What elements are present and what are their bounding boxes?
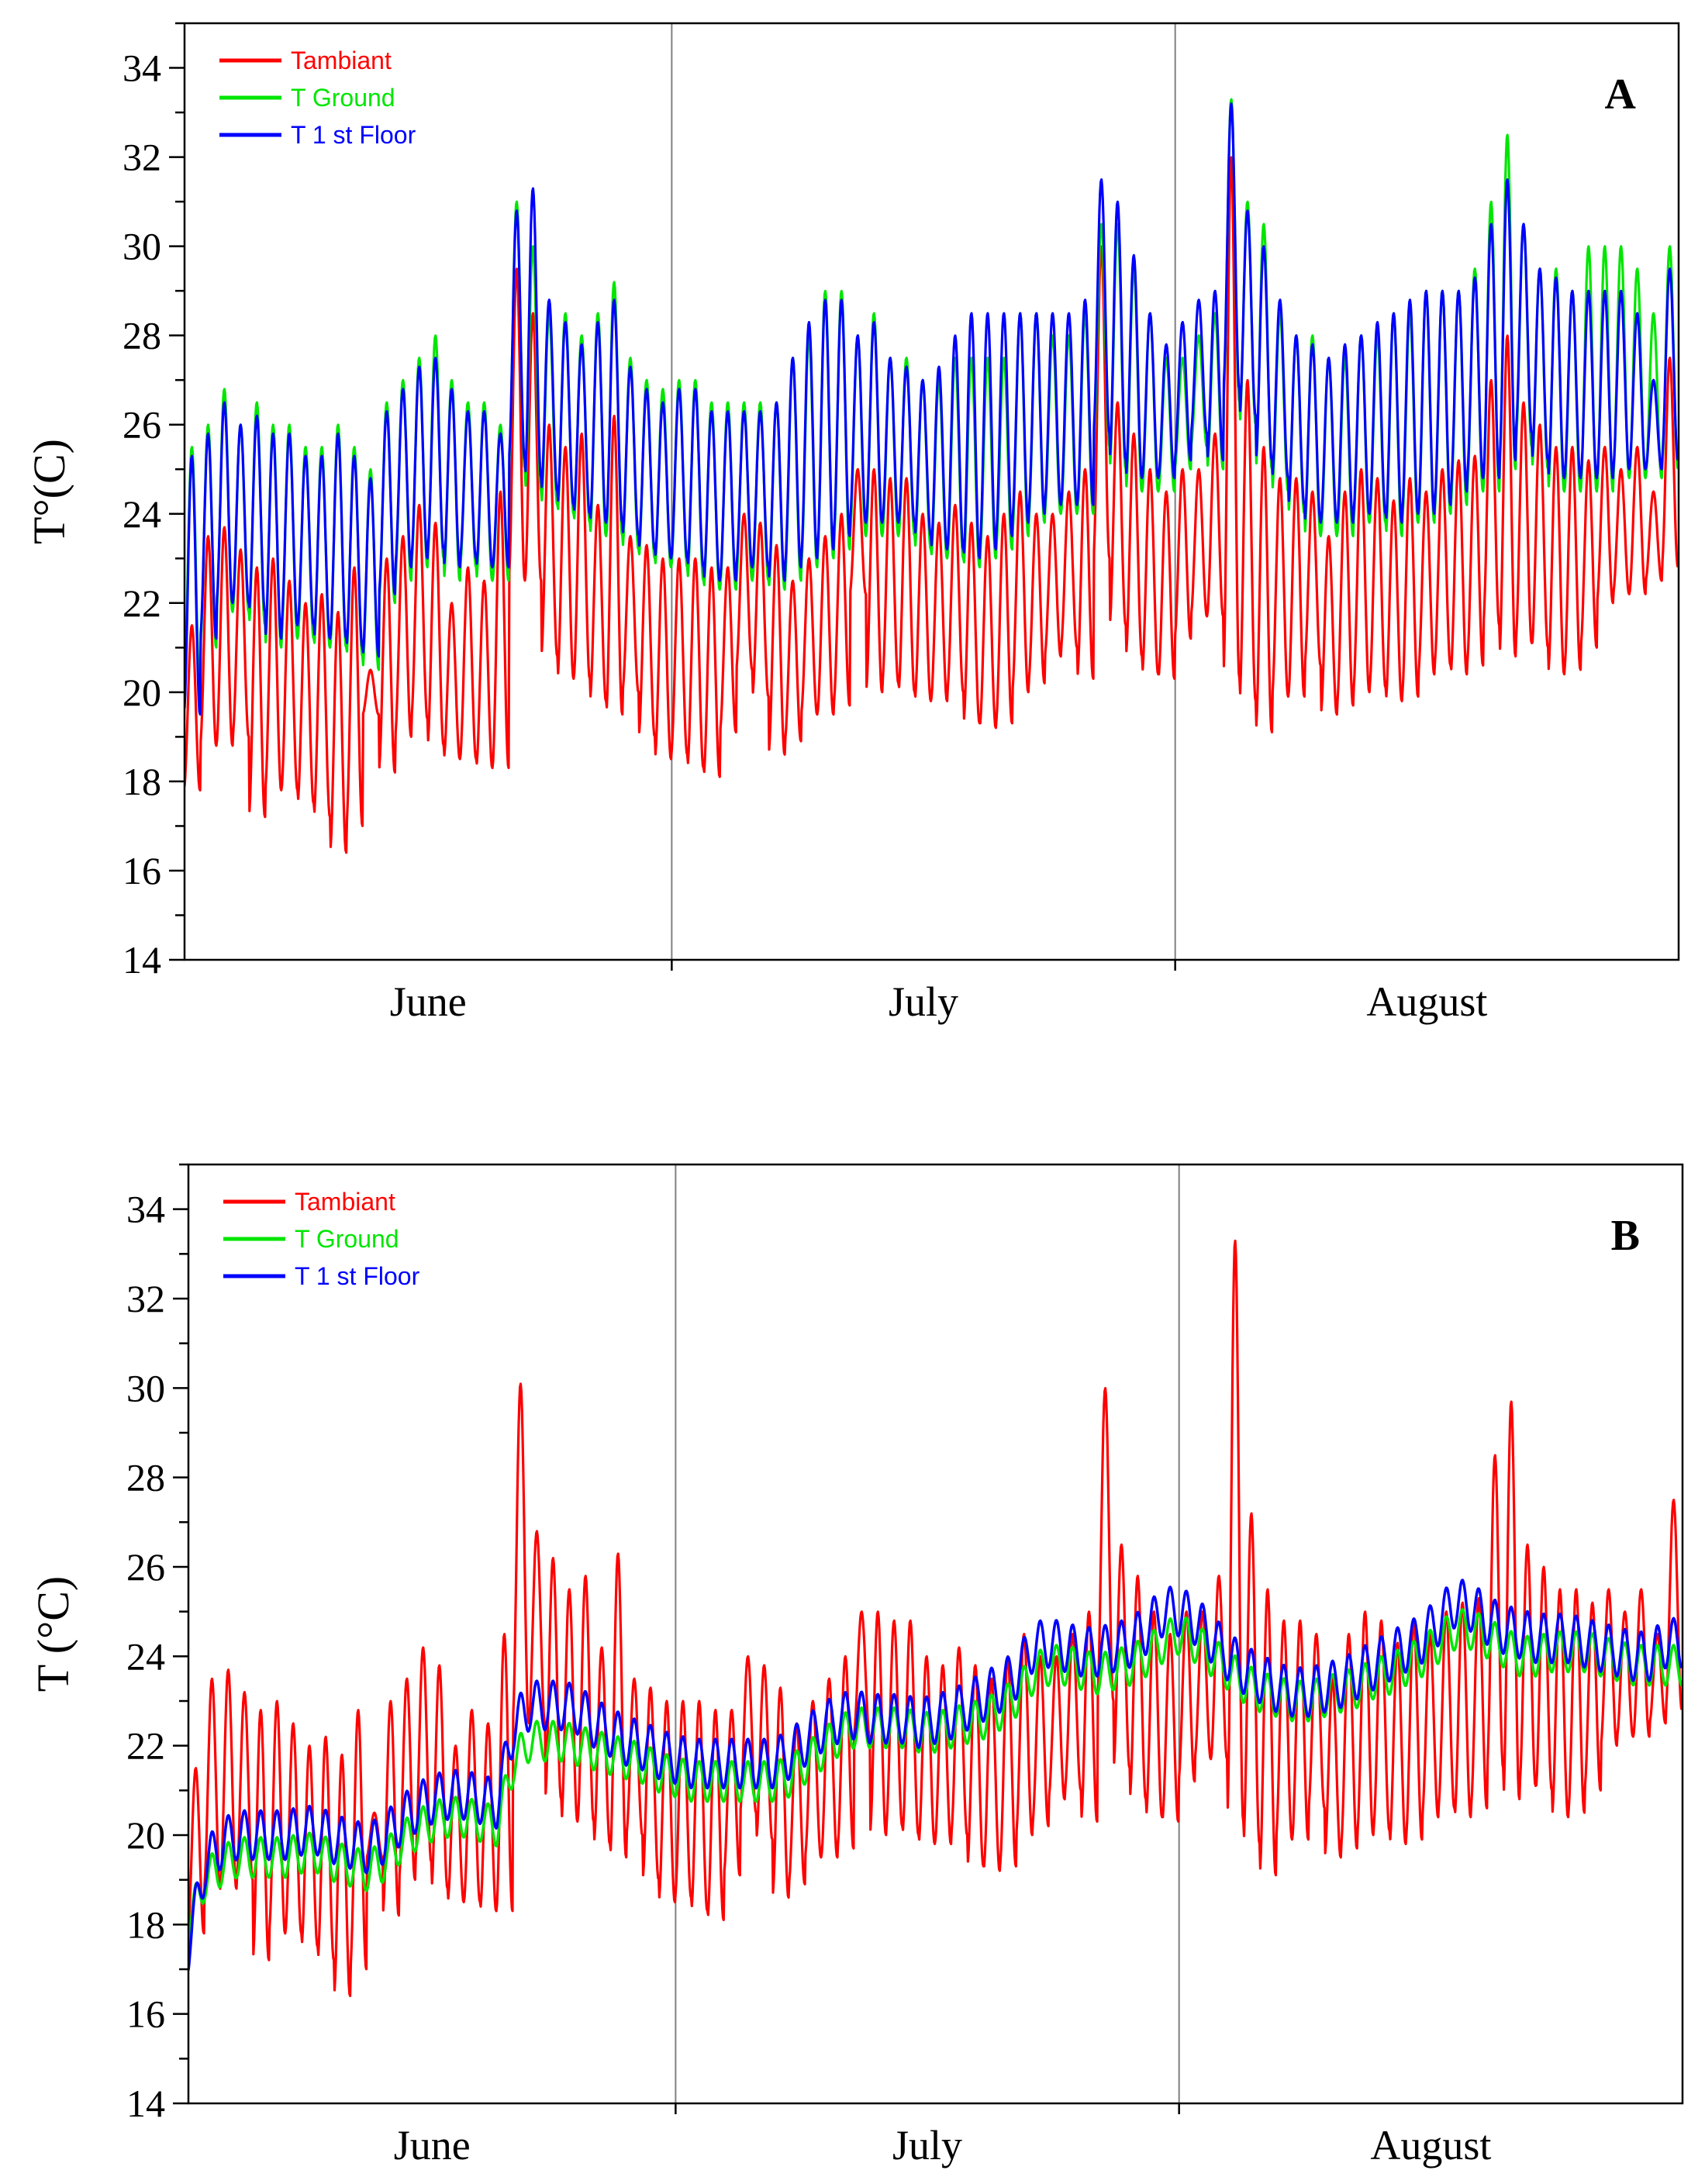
legend-label: T Ground [295,1225,399,1253]
series-line-t-1-st-floor [188,1578,1683,1971]
panel-a: 14 16 18 20 22 24 26 28 30 32 34 June July August T°(C… [24,22,1680,1025]
y-tick-label: 30 [123,225,161,268]
y-tick-label: 30 [126,1366,165,1409]
y-tick-label: 16 [126,1993,165,2036]
series-line-tambiant [185,156,1679,854]
y-tick-label: 16 [123,849,161,892]
plot-area [188,1239,1683,1997]
y-tick-label: 20 [126,1813,165,1857]
legend-label: T Ground [291,84,395,112]
y-tick-label: 24 [123,492,161,536]
y-tick-label: 18 [126,1903,165,1946]
y-tick-label: 22 [123,581,161,625]
y-tick-label: 26 [123,403,161,447]
y-tick-label: 22 [126,1724,165,1768]
series-line-tambiant [188,1239,1683,1997]
legend-label: Tambiant [295,1188,395,1216]
y-tick-label: 14 [126,2082,165,2125]
y-tick-label: 20 [123,671,161,714]
month-label-july: July [892,2122,962,2168]
panel-b: 14 16 18 20 22 24 26 28 30 32 34 June July August T (°… [28,1163,1684,2168]
y-tick-label: 18 [123,760,161,803]
month-label-june: June [394,2122,471,2168]
panel-letter: B [1611,1212,1640,1260]
y-tick-label: 32 [126,1277,165,1320]
y-tick-label: 28 [126,1456,165,1499]
y-axis-label: T (°C) [28,1576,78,1692]
panel-letter: A [1605,71,1637,119]
y-tick-label: 28 [123,314,161,357]
legend-label: T 1 st Floor [295,1262,420,1290]
series-line-t-1-st-floor [185,102,1679,716]
month-label-august: August [1370,2122,1491,2168]
y-tick-label: 14 [123,938,161,982]
series-line-t-ground [188,1608,1683,1944]
y-tick-label: 24 [126,1634,165,1678]
month-label-august: August [1366,978,1487,1025]
plot-area [185,98,1679,854]
y-tick-label: 34 [126,1188,165,1231]
y-tick-label: 34 [123,47,161,90]
legend-label: Tambiant [291,47,392,74]
plot-frame [183,22,1680,961]
plot-frame [187,1163,1684,2105]
month-label-july: July [889,978,958,1025]
y-tick-label: 32 [123,136,161,179]
legend-label: T 1 st Floor [291,121,416,149]
y-tick-label: 26 [126,1545,165,1589]
y-axis-label: T°(C) [24,439,74,544]
month-label-june: June [390,978,467,1025]
